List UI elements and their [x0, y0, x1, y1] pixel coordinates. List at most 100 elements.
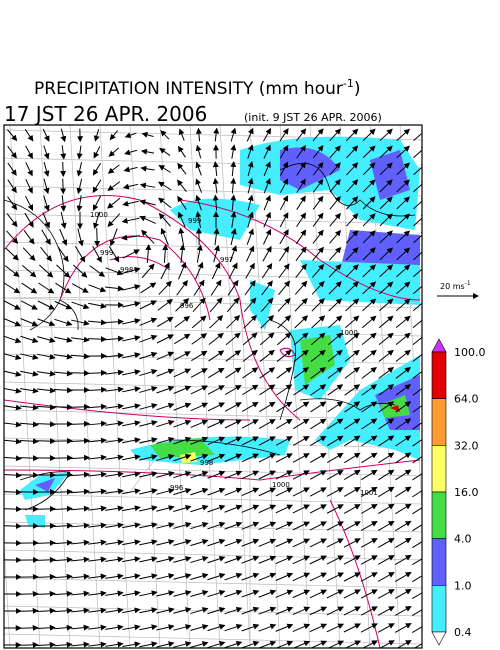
wind-arrow: [292, 487, 310, 497]
wind-arrow: [310, 367, 326, 379]
wind-arrow: [190, 402, 209, 412]
wind-arrow: [105, 285, 124, 292]
wind-arrow: [360, 521, 378, 531]
wind-arrow: [60, 211, 67, 229]
wind-arrow: [378, 452, 395, 464]
wind-arrow: [276, 332, 292, 346]
wind-arrow: [6, 213, 18, 228]
wind-arrow: [258, 572, 277, 581]
wind-arrow: [309, 555, 328, 565]
wind-arrow: [207, 402, 225, 412]
wind-arrow: [54, 641, 73, 648]
wind-arrow: [71, 641, 90, 648]
wind-arrow: [327, 418, 344, 430]
wind-arrow: [158, 212, 171, 227]
wind-arrow: [192, 297, 206, 312]
wind-arrow: [258, 606, 277, 615]
wind-arrow: [395, 537, 412, 549]
wind-arrow: [195, 211, 202, 228]
wind-arrow: [209, 315, 224, 329]
wind-arrow: [173, 368, 192, 378]
wind-arrow: [60, 128, 67, 143]
wind-arrow: [104, 318, 124, 325]
wind-arrow: [311, 298, 325, 312]
wind-arrow: [327, 349, 343, 362]
wind-arrow: [193, 279, 205, 296]
wind-arrow: [246, 228, 254, 245]
wind-arrow: [242, 384, 259, 396]
wind-arrow: [263, 194, 271, 211]
wind-arrow: [396, 196, 410, 210]
wind-arrow: [139, 351, 158, 360]
wind-arrow: [275, 555, 294, 565]
wind-arrow: [22, 247, 36, 262]
wind-arrow: [19, 421, 39, 428]
wind-arrow: [412, 384, 422, 396]
wind-arrow: [37, 336, 56, 343]
wind-arrow: [162, 244, 169, 264]
wind-arrow: [173, 505, 192, 512]
wind-arrow: [37, 556, 56, 563]
wind-arrow: [71, 319, 90, 326]
wind-arrow: [20, 624, 39, 631]
wind-arrow: [345, 230, 359, 244]
wind-arrow: [411, 605, 422, 616]
wind-arrow: [122, 556, 141, 563]
wind-arrow: [122, 200, 139, 207]
wind-arrow: [140, 165, 155, 172]
wind-arrow: [360, 606, 378, 616]
wind-arrow: [92, 179, 102, 194]
wind-arrow: [71, 590, 90, 597]
wind-arrow: [87, 437, 107, 444]
wind-arrow: [296, 161, 306, 176]
map-shape: [4, 399, 251, 421]
wind-arrow: [346, 179, 359, 193]
wind-arrow: [379, 298, 394, 312]
wind-arrow: [176, 179, 187, 192]
wind-arrow: [412, 366, 422, 379]
wind-arrow: [76, 145, 83, 160]
wind-arrow: [309, 606, 328, 616]
wind-arrow: [326, 623, 345, 633]
wind-arrow: [158, 197, 172, 209]
wind-arrow: [395, 315, 411, 329]
wind-arrow: [160, 130, 170, 140]
wind-arrow: [37, 624, 56, 631]
colorbar-under: [431, 631, 447, 646]
wind-arrow: [279, 161, 289, 176]
wind-arrow: [20, 641, 39, 648]
wind-arrow: [279, 128, 289, 142]
wind-arrow: [25, 195, 34, 211]
wind-arrow: [20, 300, 38, 310]
wind-arrow: [292, 606, 311, 616]
wind-arrow: [293, 367, 310, 379]
wind-arrow: [329, 229, 342, 244]
isobar-label: 997: [220, 256, 233, 264]
wind-arrow: [396, 230, 411, 244]
wind-arrow: [292, 504, 310, 514]
wind-arrow: [104, 335, 124, 342]
wind-arrow: [139, 488, 158, 495]
wind-arrow: [213, 227, 220, 246]
wind-arrow: [207, 555, 226, 564]
wind-arrow: [195, 144, 202, 159]
wind-arrow: [92, 162, 101, 176]
wind-arrow: [261, 280, 273, 296]
wind-arrow: [312, 229, 324, 244]
wind-arrow: [412, 401, 422, 413]
wind-arrow: [122, 420, 141, 427]
wind-arrow: [107, 181, 121, 191]
wind-arrow: [345, 281, 359, 295]
wind-arrow: [71, 522, 90, 529]
wind-arrow: [326, 504, 344, 514]
wind-arrow: [224, 487, 243, 496]
wind-arrow: [93, 146, 101, 159]
wind-arrow: [309, 487, 327, 497]
wind-arrow: [20, 318, 39, 327]
wind-arrow: [178, 261, 187, 280]
wind-arrow: [360, 572, 378, 582]
wind-arrow: [329, 212, 341, 227]
wind-arrow: [328, 298, 343, 312]
wind-arrow: [395, 520, 412, 532]
wind-arrow: [395, 401, 412, 413]
